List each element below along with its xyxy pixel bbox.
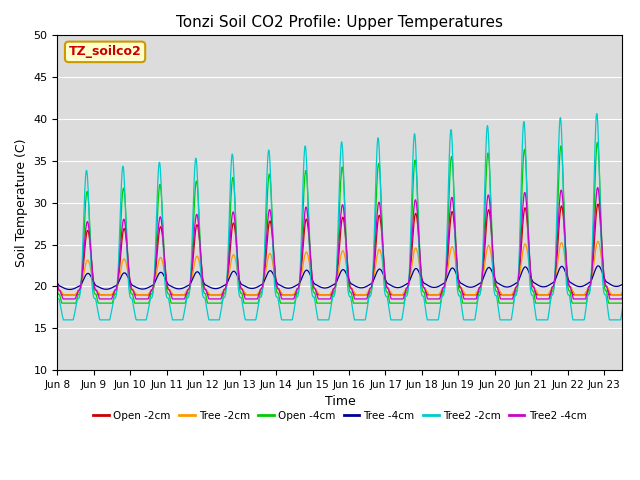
Title: Tonzi Soil CO2 Profile: Upper Temperatures: Tonzi Soil CO2 Profile: Upper Temperatur… (177, 15, 504, 30)
Tree2 -4cm (268, 226, 276, 231)
Open -2cm (54, 281, 61, 287)
Tree -4cm (54, 280, 61, 286)
Open -2cm (618, 292, 626, 298)
Tree2 -4cm (166, 288, 173, 294)
Tree -4cm (156, 270, 163, 276)
Open -2cm (594, 201, 602, 207)
Tree2 -4cm (60, 296, 67, 302)
Open -2cm (544, 292, 552, 298)
Tree -2cm (54, 283, 61, 289)
Open -4cm (58, 300, 66, 306)
Tree -4cm (481, 270, 489, 276)
Tree2 -4cm (54, 282, 61, 288)
Tree2 -2cm (54, 295, 61, 301)
Open -4cm (217, 300, 225, 306)
Tree2 -4cm (594, 185, 602, 191)
Tree -2cm (481, 258, 489, 264)
Tree -2cm (544, 292, 552, 298)
Open -4cm (481, 198, 489, 204)
Tree -2cm (594, 239, 602, 244)
Open -4cm (166, 295, 173, 300)
Open -4cm (544, 300, 552, 306)
Tree -4cm (166, 283, 173, 288)
Tree2 -2cm (217, 309, 225, 315)
Tree2 -4cm (618, 295, 626, 300)
Tree -2cm (268, 256, 276, 262)
Tree2 -2cm (593, 111, 601, 117)
Open -2cm (156, 228, 163, 234)
Open -4cm (156, 185, 163, 191)
Tree2 -4cm (217, 296, 225, 302)
Legend: Open -2cm, Tree -2cm, Open -4cm, Tree -4cm, Tree2 -2cm, Tree2 -4cm: Open -2cm, Tree -2cm, Open -4cm, Tree -4… (89, 407, 591, 425)
Tree2 -2cm (156, 159, 163, 165)
Line: Tree2 -4cm: Tree2 -4cm (58, 188, 622, 299)
Tree -4cm (595, 263, 602, 269)
Text: TZ_soilco2: TZ_soilco2 (68, 46, 141, 59)
Tree2 -2cm (268, 221, 276, 227)
Tree -4cm (268, 269, 276, 275)
Tree -2cm (217, 291, 225, 297)
Tree2 -4cm (481, 226, 489, 231)
Open -4cm (268, 211, 276, 216)
Tree -4cm (618, 282, 626, 288)
Tree -4cm (217, 285, 225, 290)
Open -4cm (618, 300, 626, 306)
Tree2 -2cm (60, 317, 67, 323)
Open -4cm (54, 288, 61, 294)
Tree2 -2cm (481, 168, 489, 173)
Tree2 -2cm (166, 303, 173, 309)
Tree2 -4cm (156, 217, 163, 223)
Tree2 -4cm (544, 296, 552, 302)
Open -2cm (58, 292, 66, 298)
Tree -2cm (166, 287, 173, 293)
Tree -2cm (156, 257, 163, 263)
X-axis label: Time: Time (324, 396, 355, 408)
Open -4cm (593, 140, 601, 145)
Line: Tree2 -2cm: Tree2 -2cm (58, 114, 622, 320)
Open -2cm (481, 240, 489, 245)
Y-axis label: Soil Temperature (C): Soil Temperature (C) (15, 138, 28, 267)
Tree -2cm (618, 289, 626, 295)
Tree -4cm (66, 287, 74, 292)
Line: Open -2cm: Open -2cm (58, 204, 622, 295)
Open -2cm (268, 231, 276, 237)
Line: Tree -2cm: Tree -2cm (58, 241, 622, 295)
Tree2 -2cm (544, 316, 552, 322)
Tree -4cm (544, 283, 552, 288)
Tree2 -2cm (618, 306, 626, 312)
Open -2cm (166, 288, 173, 293)
Tree -2cm (60, 292, 68, 298)
Line: Tree -4cm: Tree -4cm (58, 266, 622, 289)
Line: Open -4cm: Open -4cm (58, 143, 622, 303)
Open -2cm (217, 292, 225, 298)
